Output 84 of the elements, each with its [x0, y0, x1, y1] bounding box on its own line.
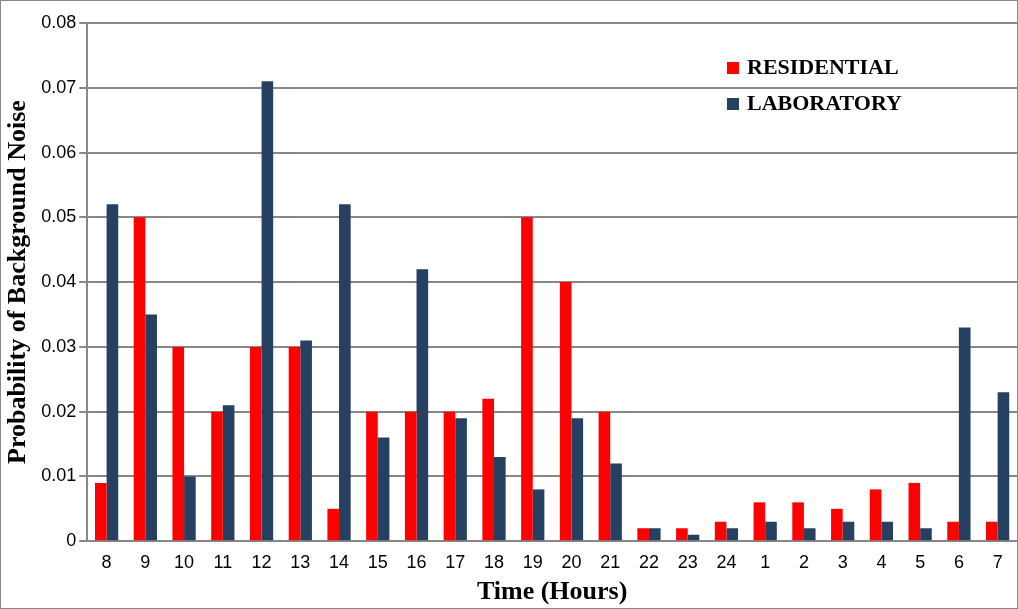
bar [648, 528, 661, 541]
bar [753, 502, 766, 541]
bar [559, 282, 572, 541]
bar [211, 411, 223, 541]
x-tick-label: 7 [992, 551, 1003, 572]
bar [676, 528, 688, 541]
y-tick-label: 0.03 [41, 335, 77, 356]
bar [145, 314, 157, 541]
y-tick-label: 0.07 [41, 76, 77, 97]
bar [184, 476, 196, 541]
bar [222, 405, 235, 541]
bar [288, 346, 301, 541]
y-tick-label: 0.08 [41, 11, 77, 32]
x-tick-label: 14 [329, 551, 350, 572]
bar [521, 217, 533, 541]
bar [300, 340, 312, 541]
bar [869, 489, 882, 541]
bar [714, 521, 727, 541]
legend-label: RESIDENTIAL [747, 53, 899, 79]
bar [997, 392, 1010, 541]
x-tick-label: 9 [140, 551, 151, 572]
legend-label: LABORATORY [747, 89, 902, 115]
x-tick-label: 22 [638, 551, 659, 572]
bar [947, 521, 959, 541]
bar [792, 502, 804, 541]
bar [94, 482, 107, 541]
bar [908, 482, 921, 541]
bar [571, 418, 584, 541]
x-tick-label: 12 [251, 551, 272, 572]
y-axis-title: Probability of Background Noise [2, 100, 32, 465]
x-tick-label: 4 [876, 551, 887, 572]
bar [133, 217, 146, 541]
bar [610, 463, 622, 541]
bar [106, 204, 119, 541]
bar [637, 528, 649, 541]
x-tick-label: 8 [101, 551, 112, 572]
bar [726, 528, 739, 541]
bar [249, 346, 262, 541]
y-tick-label: 0.04 [41, 271, 77, 292]
bar [339, 204, 351, 541]
bar [986, 521, 998, 541]
bar [920, 528, 932, 541]
x-tick-label: 10 [174, 551, 195, 572]
x-tick-label: 5 [915, 551, 926, 572]
x-tick-label: 18 [483, 551, 505, 572]
bar [494, 456, 506, 541]
x-tick-label: 6 [953, 551, 964, 572]
y-tick-label: 0.05 [41, 206, 77, 227]
bar [327, 508, 340, 541]
x-tick-label: 11 [213, 551, 233, 572]
bar [261, 81, 274, 541]
bar [455, 418, 467, 541]
bar [172, 346, 185, 541]
bar [803, 528, 816, 541]
y-tick-label: 0.06 [41, 141, 77, 162]
x-tick-label: 16 [406, 551, 427, 572]
x-tick-label: 2 [798, 551, 809, 572]
bar [881, 521, 894, 541]
bar [377, 437, 390, 541]
bar [842, 521, 855, 541]
x-tick-label: 15 [367, 551, 388, 572]
bar [443, 411, 456, 541]
x-tick-label: 17 [445, 551, 466, 572]
bar [598, 411, 611, 541]
x-tick-label: 3 [837, 551, 848, 572]
x-tick-label: 20 [561, 551, 582, 572]
y-tick-label: 0.01 [41, 465, 77, 486]
y-tick-label: 0 [66, 530, 77, 551]
x-tick-label: 13 [290, 551, 311, 572]
x-tick-label: 23 [677, 551, 698, 572]
bar [532, 489, 545, 541]
bar [366, 411, 378, 541]
x-tick-label: 24 [716, 551, 737, 572]
bar [831, 508, 843, 541]
x-tick-label: 1 [760, 551, 771, 572]
y-tick-label: 0.02 [41, 400, 77, 421]
x-tick-label: 21 [600, 551, 621, 572]
x-axis-title: Time (Hours) [476, 576, 628, 606]
bar [482, 398, 495, 541]
bar [765, 521, 777, 541]
bar [958, 327, 971, 541]
bar [416, 269, 429, 541]
x-tick-label: 19 [522, 551, 543, 572]
bar [404, 411, 417, 541]
